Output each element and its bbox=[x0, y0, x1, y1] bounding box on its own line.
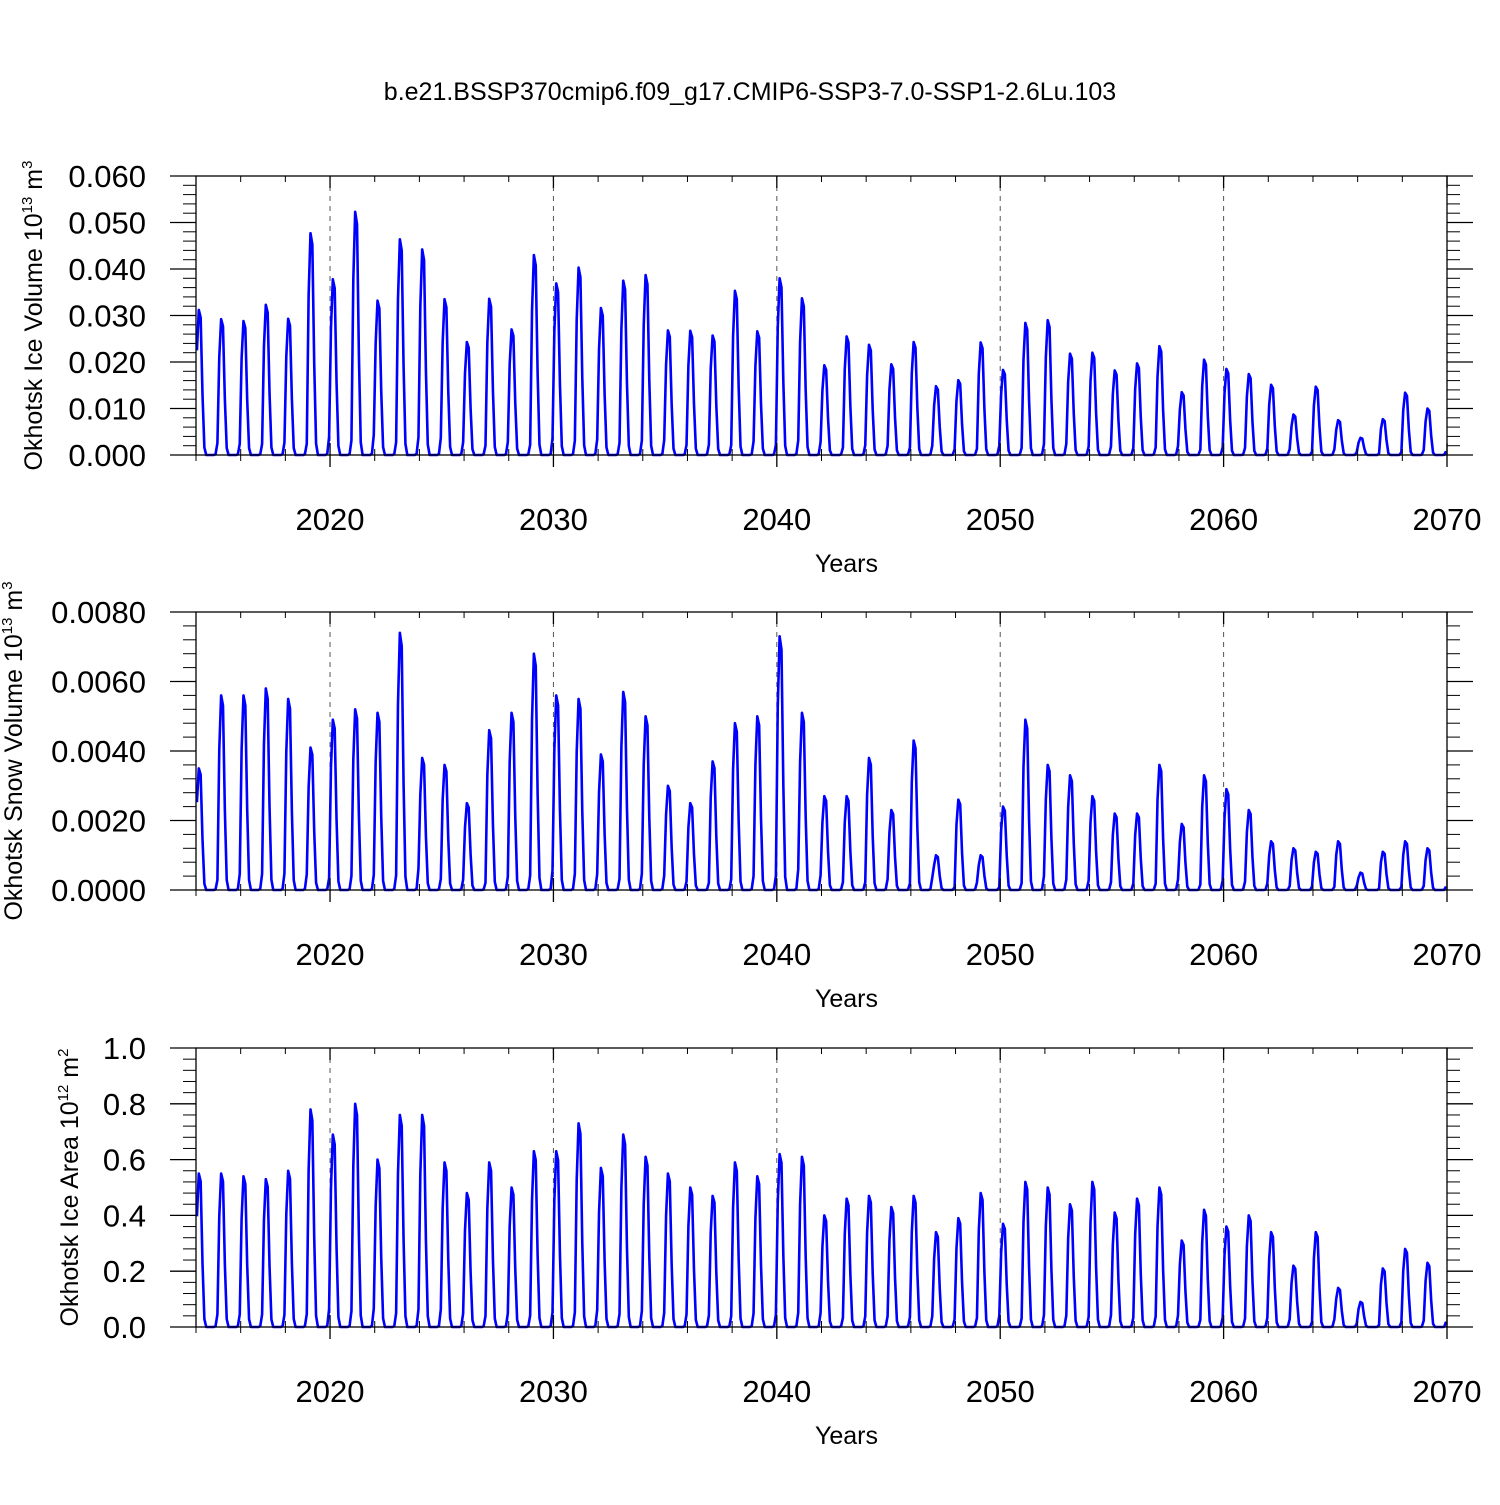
snow-volume-xtick-label: 2060 bbox=[1189, 937, 1258, 972]
snow-volume-ylabel-unit-exponent: 3 bbox=[0, 581, 16, 589]
ice-volume-ylabel-exponent: 13 bbox=[19, 197, 36, 214]
snow-volume-ytick-label: 0.0060 bbox=[51, 665, 146, 700]
ice-volume-panel: 2020 2030 2040 2050 2060 2070 0.000 0.010 0.020 0… bbox=[19, 159, 1481, 578]
ice-volume-xlabel: Years bbox=[815, 550, 878, 578]
snow-volume-xtick-label: 2040 bbox=[742, 937, 811, 972]
snow-volume-ytick-label: 0.0040 bbox=[51, 734, 146, 769]
ice-area-ylabel-text: Okhotsk Ice Area 10 bbox=[56, 1101, 84, 1326]
ice-area-xlabel: Years bbox=[815, 1422, 878, 1450]
ice-volume-xtick-label: 2020 bbox=[296, 502, 365, 537]
ice-volume-xtick-label: 2040 bbox=[742, 502, 811, 537]
ice-volume-ytick-label: 0.010 bbox=[68, 392, 146, 427]
ice-volume-ytick-label: 0.000 bbox=[68, 438, 146, 473]
snow-volume-ytick-label: 0.0020 bbox=[51, 804, 146, 839]
ice-area-ytick-label: 0.2 bbox=[103, 1254, 146, 1289]
ice-volume-xtick-label: 2030 bbox=[519, 502, 588, 537]
snow-volume-ylabel-exponent: 13 bbox=[0, 618, 16, 635]
ice-area-ytick-label: 0.6 bbox=[103, 1143, 146, 1178]
snow-volume-ylabel-unit: m bbox=[0, 590, 28, 618]
snow-volume-series-line bbox=[195, 631, 1448, 892]
ice-area-xtick-label: 2060 bbox=[1189, 1374, 1258, 1409]
ice-area-ylabel: Okhotsk Ice Area 1012 m2 bbox=[55, 1049, 84, 1327]
ice-volume-ytick-label: 0.020 bbox=[68, 345, 146, 380]
snow-volume-ylabel-text: Okhotsk Snow Volume 10 bbox=[0, 634, 28, 920]
ice-volume-ylabel-unit-exponent: 3 bbox=[19, 161, 36, 169]
snow-volume-xtick-label: 2030 bbox=[519, 937, 588, 972]
snow-volume-xlabel: Years bbox=[815, 985, 878, 1013]
ice-area-xtick-label: 2070 bbox=[1413, 1374, 1482, 1409]
ice-volume-ylabel-text: Okhotsk Ice Volume 10 bbox=[20, 213, 48, 470]
ice-area-xtick-label: 2040 bbox=[742, 1374, 811, 1409]
ice-volume-ytick-label: 0.060 bbox=[68, 159, 146, 194]
ice-area-ytick-label: 1.0 bbox=[103, 1031, 146, 1066]
ice-area-xtick-label: 2030 bbox=[519, 1374, 588, 1409]
ice-area-panel: 2020 2030 2040 2050 2060 2070 0.0 0.2 0.4 0.6 0.8 1… bbox=[55, 1031, 1481, 1450]
ice-volume-xtick-label: 2060 bbox=[1189, 502, 1258, 537]
ice-area-ytick-label: 0.0 bbox=[103, 1310, 146, 1345]
ice-volume-xtick-label: 2050 bbox=[966, 502, 1035, 537]
ice-area-ylabel-unit-exponent: 2 bbox=[55, 1049, 72, 1057]
ice-volume-ytick-label: 0.030 bbox=[68, 299, 146, 334]
ice-volume-ylabel-unit: m bbox=[20, 169, 48, 197]
ice-volume-xtick-label: 2070 bbox=[1413, 502, 1482, 537]
snow-volume-ytick-label: 0.0080 bbox=[51, 595, 146, 630]
snow-volume-xtick-label: 2050 bbox=[966, 937, 1035, 972]
ice-area-ytick-label: 0.8 bbox=[103, 1087, 146, 1122]
snow-volume-xtick-label: 2020 bbox=[296, 937, 365, 972]
snow-volume-xtick-label: 2070 bbox=[1413, 937, 1482, 972]
figure-title: b.e21.BSSP370cmip6.f09_g17.CMIP6-SSP3-7.… bbox=[384, 78, 1116, 106]
snow-volume-panel: 2020 2030 2040 2050 2060 2070 0.0000 0.0020 0.00… bbox=[0, 581, 1481, 1013]
ice-area-series-line bbox=[195, 1102, 1448, 1329]
ice-area-ytick-label: 0.4 bbox=[103, 1198, 146, 1233]
ice-volume-ytick-label: 0.050 bbox=[68, 206, 146, 241]
ice-volume-ytick-label: 0.040 bbox=[68, 252, 146, 287]
ice-area-ylabel-exponent: 12 bbox=[55, 1085, 72, 1102]
ice-area-ylabel-unit: m bbox=[56, 1057, 84, 1085]
ice-volume-ylabel: Okhotsk Ice Volume 1013 m3 bbox=[19, 161, 48, 471]
ice-volume-series-line bbox=[195, 210, 1448, 457]
snow-volume-ylabel: Okhotsk Snow Volume 1013 m3 bbox=[0, 581, 28, 920]
ice-area-xtick-label: 2020 bbox=[296, 1374, 365, 1409]
ice-area-xtick-label: 2050 bbox=[966, 1374, 1035, 1409]
snow-volume-ytick-label: 0.0000 bbox=[51, 873, 146, 908]
